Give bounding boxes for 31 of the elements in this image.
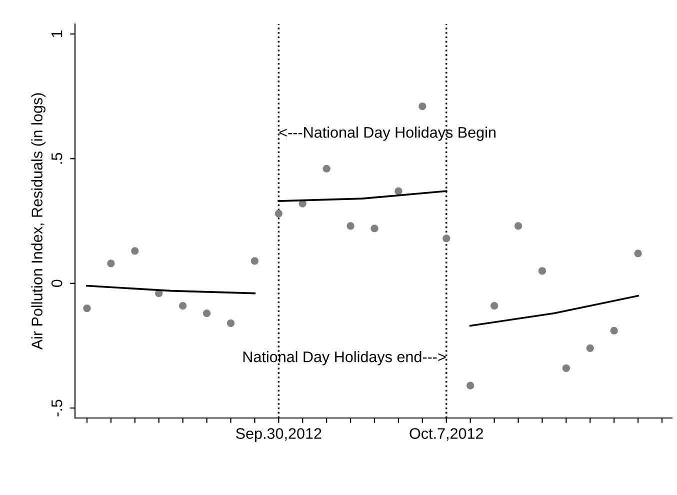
x-tick-label: Oct.7,2012 [410,428,483,441]
point [370,224,378,232]
point [83,304,91,312]
y-tick-label: .5 [52,152,62,164]
point [490,302,498,310]
point [610,326,618,335]
point [394,187,402,195]
point [442,234,450,242]
point [202,309,211,318]
point [586,344,594,352]
annotation: National Day Holidays end---> [243,351,446,366]
point [107,260,115,268]
point [418,102,426,110]
point [274,210,282,218]
point [131,247,139,255]
point [466,382,474,390]
y-tick-label: -.5 [52,400,62,416]
point [226,319,235,328]
point [179,302,187,310]
point [346,222,354,230]
point [250,257,258,265]
x-tick-label: Sep.30,2012 [236,428,322,442]
point [634,250,642,258]
point [538,267,546,275]
point [514,222,522,230]
annotation: <---National Day Holidays Begin [279,126,496,141]
y-tick-label: 0 [51,280,62,287]
point [562,364,570,372]
y-axis-title: Air Pollution Index, Residuals (in logs) [31,93,46,350]
y-tick-label: 1 [52,30,62,38]
point [322,164,330,172]
